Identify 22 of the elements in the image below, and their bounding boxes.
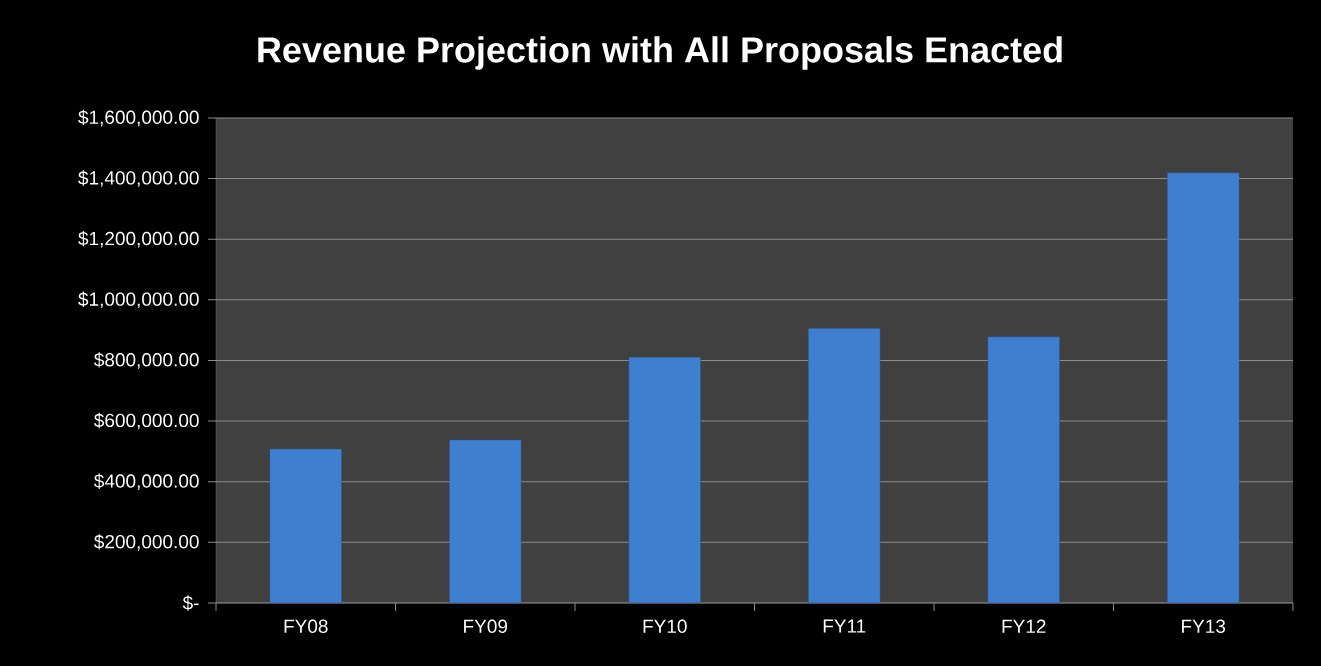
x-tick-label: FY09 <box>464 619 508 633</box>
x-tick-label: FY11 <box>823 619 866 633</box>
y-tick-label: $600,000.00 <box>94 412 199 430</box>
y-tick-label: $800,000.00 <box>94 352 199 369</box>
y-tick-label: $400,000.00 <box>94 473 199 490</box>
y-tick-label: $1,200,000.00 <box>78 230 199 248</box>
bar <box>449 439 522 603</box>
x-tick-label: FY12 <box>1002 619 1046 633</box>
bar <box>628 356 701 603</box>
bar <box>1167 172 1240 603</box>
y-tick-label: $- <box>182 595 199 611</box>
x-tick-label: FY10 <box>643 619 687 633</box>
bar <box>269 448 342 603</box>
bar <box>808 328 881 603</box>
y-tick-label: $1,000,000.00 <box>78 291 199 309</box>
y-tick-label: $1,400,000.00 <box>78 170 199 187</box>
bar <box>987 336 1060 603</box>
x-tick-label: FY13 <box>1182 619 1226 633</box>
y-tick-label: $1,600,000.00 <box>78 109 199 127</box>
chart-title: Revenue Projection with All Proposals Enacted <box>258 36 1062 70</box>
y-tick-label: $200,000.00 <box>94 534 199 551</box>
x-tick-label: FY08 <box>284 619 328 633</box>
